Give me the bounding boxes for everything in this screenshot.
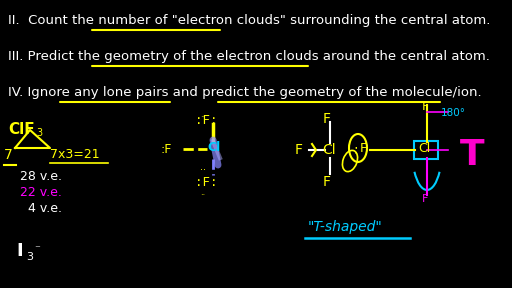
Text: Cl: Cl bbox=[322, 143, 336, 157]
Text: "T-shaped": "T-shaped" bbox=[308, 220, 383, 234]
Text: Cl: Cl bbox=[207, 141, 220, 154]
Text: :F:: :F: bbox=[195, 114, 218, 127]
Text: :: : bbox=[353, 143, 357, 157]
Text: F: F bbox=[323, 112, 331, 126]
Text: T: T bbox=[460, 138, 485, 172]
Text: 3: 3 bbox=[26, 252, 33, 262]
Text: ..: .. bbox=[200, 110, 205, 119]
Text: F: F bbox=[422, 100, 429, 113]
Text: F: F bbox=[295, 143, 303, 157]
Text: 28 v.e.: 28 v.e. bbox=[20, 170, 62, 183]
Text: ⁻: ⁻ bbox=[34, 244, 40, 254]
Text: F: F bbox=[323, 175, 331, 189]
Text: 180°: 180° bbox=[441, 108, 466, 118]
Text: 3: 3 bbox=[36, 128, 42, 138]
Text: II.  Count the number of "electron clouds" surrounding the central atom.: II. Count the number of "electron clouds… bbox=[8, 14, 490, 27]
Text: ..: .. bbox=[200, 162, 206, 172]
Text: ..: .. bbox=[200, 188, 205, 197]
Text: F: F bbox=[360, 142, 367, 155]
Text: :F: :F bbox=[160, 143, 172, 156]
Text: ClF: ClF bbox=[8, 122, 35, 137]
Text: :F:: :F: bbox=[195, 176, 218, 189]
Text: F: F bbox=[422, 194, 429, 204]
Text: 22 v.e.: 22 v.e. bbox=[20, 186, 62, 199]
Text: I: I bbox=[16, 242, 23, 260]
Text: III. Predict the geometry of the electron clouds around the central atom.: III. Predict the geometry of the electro… bbox=[8, 50, 490, 63]
Text: 7x3=21: 7x3=21 bbox=[50, 148, 100, 161]
Text: Cl: Cl bbox=[418, 142, 430, 155]
Text: 4 v.e.: 4 v.e. bbox=[28, 202, 62, 215]
Text: IV. Ignore any lone pairs and predict the geometry of the molecule/ion.: IV. Ignore any lone pairs and predict th… bbox=[8, 86, 482, 99]
Text: 7: 7 bbox=[4, 148, 13, 162]
